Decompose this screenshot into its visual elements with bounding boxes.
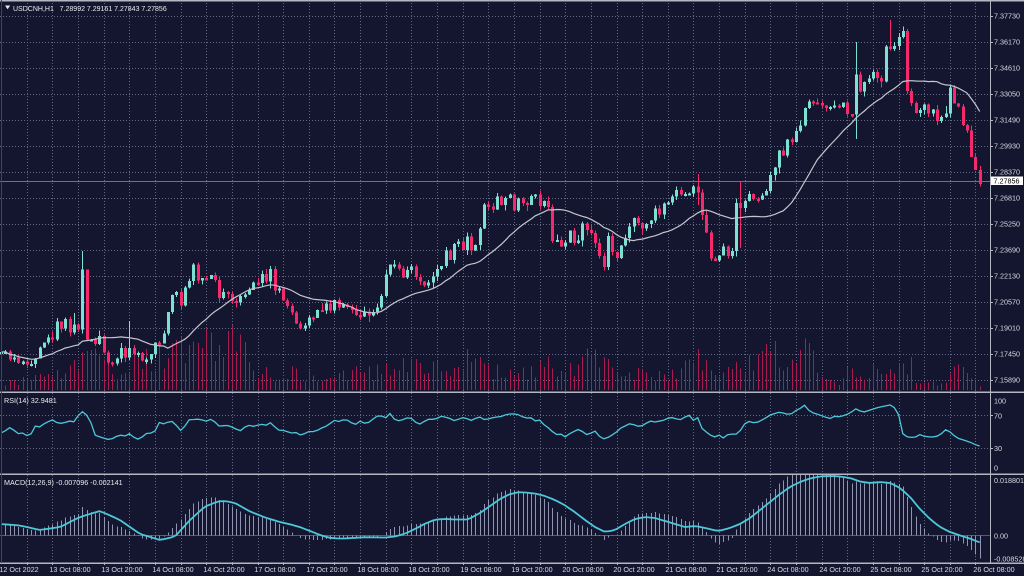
svg-text:7.19010: 7.19010 [994, 323, 1020, 332]
svg-text:21 Oct 20:00: 21 Oct 20:00 [716, 565, 757, 574]
svg-text:18 Oct 08:00: 18 Oct 08:00 [357, 565, 398, 574]
svg-text:7.17450: 7.17450 [994, 349, 1020, 358]
svg-text:26 Oct 08:00: 26 Oct 08:00 [973, 565, 1014, 574]
svg-text:7.34610: 7.34610 [994, 63, 1020, 72]
svg-text:14 Oct 08:00: 14 Oct 08:00 [152, 565, 193, 574]
svg-text:RSI(14) 32.9481: RSI(14) 32.9481 [4, 396, 57, 405]
svg-text:12 Oct 2022: 12 Oct 2022 [0, 565, 39, 574]
svg-text:7.27856: 7.27856 [994, 177, 1020, 186]
svg-text:7.28370: 7.28370 [994, 167, 1020, 176]
svg-text:70: 70 [994, 412, 1002, 421]
svg-text:25 Oct 20:00: 25 Oct 20:00 [921, 565, 962, 574]
svg-text:20 Oct 08:00: 20 Oct 08:00 [562, 565, 603, 574]
svg-text:25 Oct 08:00: 25 Oct 08:00 [870, 565, 911, 574]
svg-text:24 Oct 08:00: 24 Oct 08:00 [767, 565, 808, 574]
svg-text:0: 0 [994, 463, 998, 472]
svg-text:30: 30 [994, 444, 1002, 453]
svg-text:7.15890: 7.15890 [994, 375, 1020, 384]
svg-text:17 Oct 08:00: 17 Oct 08:00 [254, 565, 295, 574]
svg-text:18 Oct 20:00: 18 Oct 20:00 [408, 565, 449, 574]
svg-text:17 Oct 20:00: 17 Oct 20:00 [306, 565, 347, 574]
svg-text:USDCNH,H1 7.28992 7.29161 7.: USDCNH,H1 7.28992 7.29161 7.27843 7.2785… [13, 6, 167, 13]
svg-text:0.018801: 0.018801 [994, 476, 1024, 485]
svg-text:MACD(12,26,9) -0.007096 -0.002: MACD(12,26,9) -0.007096 -0.002141 [4, 478, 123, 487]
svg-text:100: 100 [994, 396, 1006, 405]
svg-text:7.37730: 7.37730 [994, 11, 1020, 20]
svg-text:19 Oct 20:00: 19 Oct 20:00 [511, 565, 552, 574]
svg-text:0.00: 0.00 [994, 532, 1008, 541]
svg-text:7.26810: 7.26810 [994, 193, 1020, 202]
svg-text:20 Oct 20:00: 20 Oct 20:00 [613, 565, 654, 574]
svg-text:14 Oct 20:00: 14 Oct 20:00 [203, 565, 244, 574]
svg-text:7.20570: 7.20570 [994, 297, 1020, 306]
svg-text:7.31490: 7.31490 [994, 115, 1020, 124]
svg-text:-0.008528: -0.008528 [994, 555, 1024, 564]
svg-text:24 Oct 20:00: 24 Oct 20:00 [819, 565, 860, 574]
svg-text:7.22130: 7.22130 [994, 271, 1020, 280]
svg-text:21 Oct 08:00: 21 Oct 08:00 [665, 565, 706, 574]
svg-text:19 Oct 08:00: 19 Oct 08:00 [460, 565, 501, 574]
svg-text:7.29930: 7.29930 [994, 141, 1020, 150]
svg-text:7.33050: 7.33050 [994, 89, 1020, 98]
svg-text:13 Oct 20:00: 13 Oct 20:00 [101, 565, 142, 574]
svg-text:7.25250: 7.25250 [994, 219, 1020, 228]
svg-text:13 Oct 08:00: 13 Oct 08:00 [49, 565, 90, 574]
svg-text:7.23690: 7.23690 [994, 245, 1020, 254]
svg-text:7.36170: 7.36170 [994, 37, 1020, 46]
